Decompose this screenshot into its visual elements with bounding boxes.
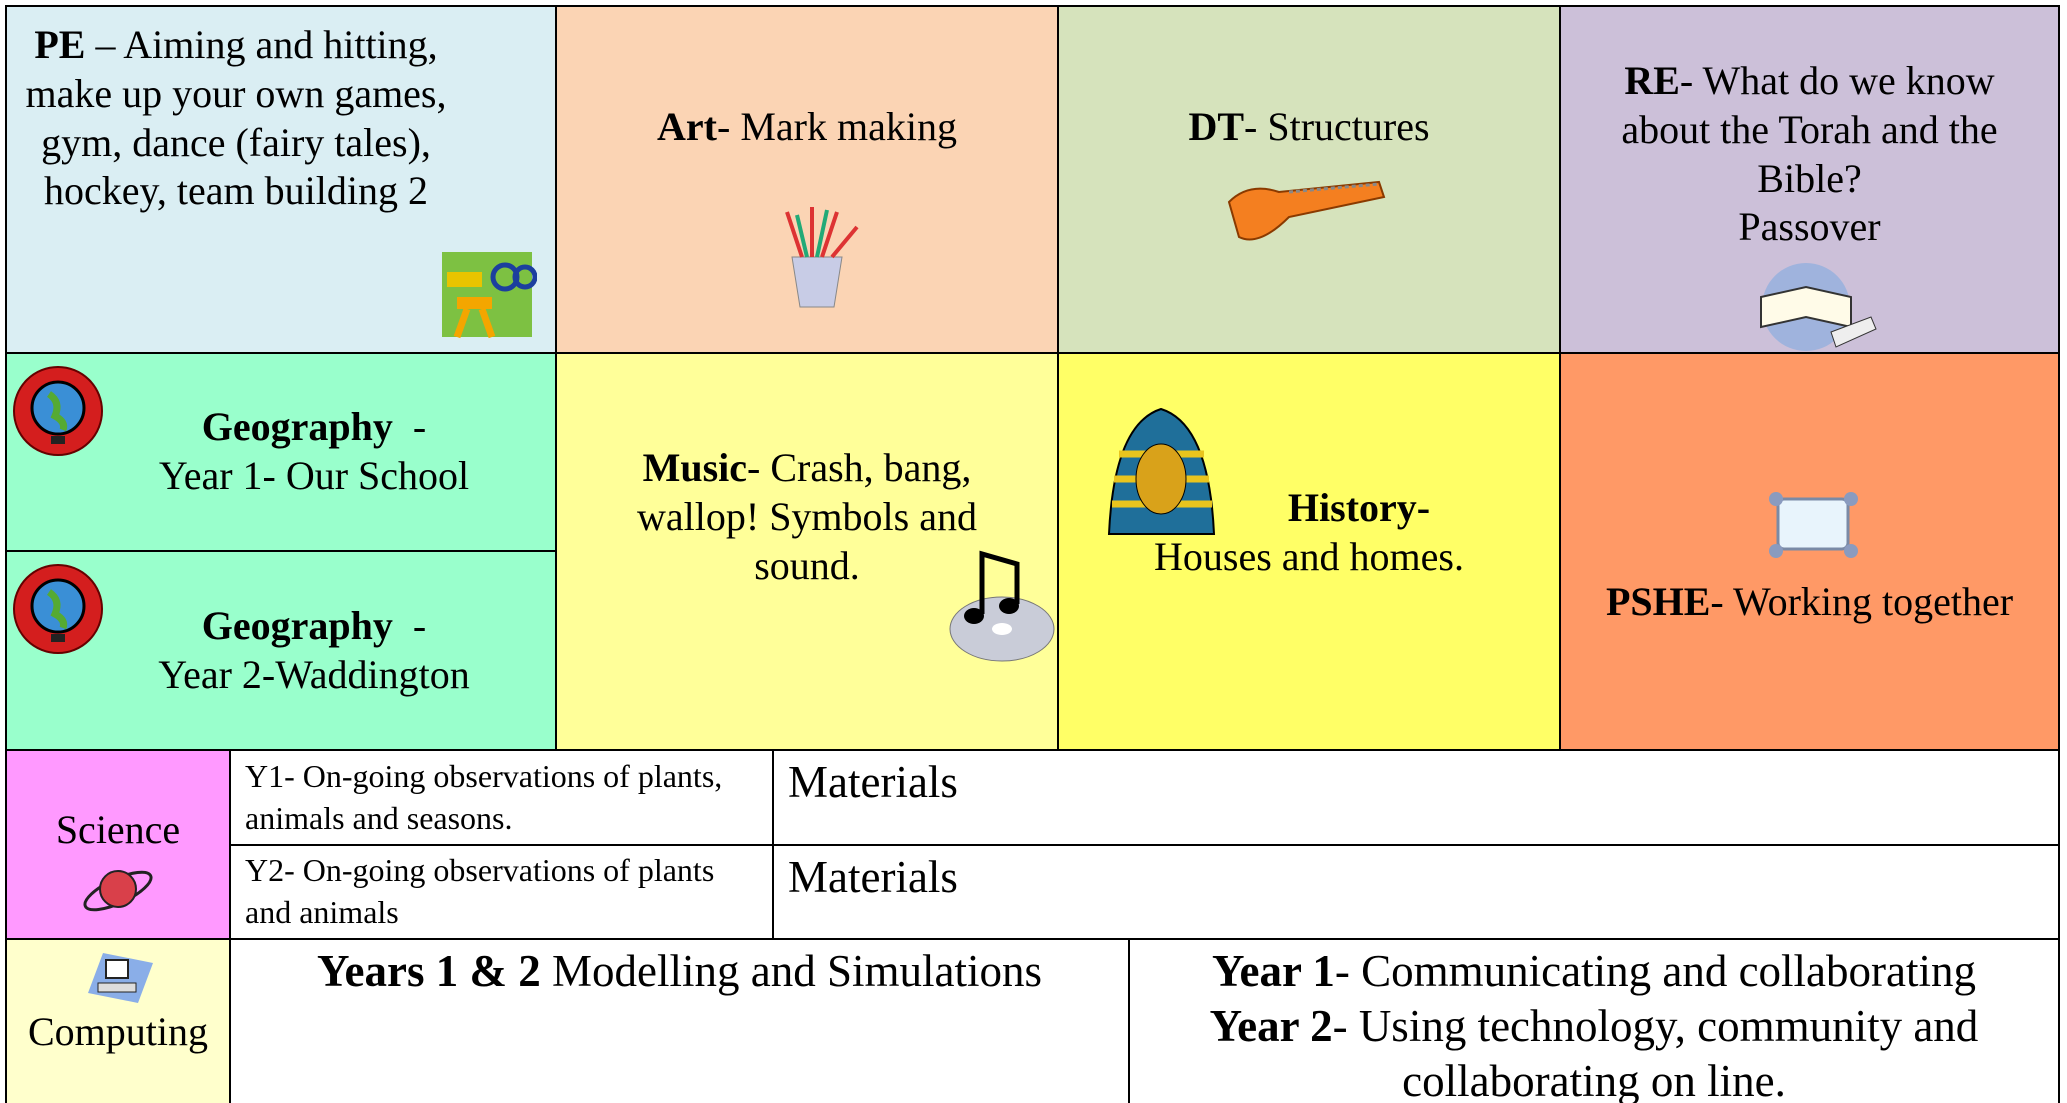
banner-icon [1769, 492, 1858, 558]
geography-title: Geography - [202, 602, 426, 651]
art-text: Art- Mark making [657, 103, 957, 152]
music-cd-icon [949, 550, 1055, 662]
science-label-cell: Science [5, 749, 231, 940]
subject: PSHE [1605, 579, 1711, 625]
geography-y2-cell: Geography - Year 2-Waddington [5, 550, 557, 751]
topic: - Mark making [717, 104, 957, 149]
subject: Geography [201, 602, 393, 648]
computing-right: Year 1- Communicating and collaborating [1212, 944, 1976, 999]
topic: - Crash, bang, wallop! Symbols and sound… [637, 445, 977, 588]
science-unit-cell: Materials [772, 749, 2060, 846]
geography-title: Geography - [202, 403, 426, 452]
music-text: Music- Crash, bang, wallop! Symbols and … [617, 444, 997, 590]
topic-extra: Passover [1738, 204, 1881, 250]
pshe-text: PSHE- Working together [1606, 578, 2013, 627]
saw-icon [1227, 180, 1386, 241]
computing-label-cell: Computing [5, 938, 231, 1103]
dt-cell: DT- Structures [1057, 5, 1561, 354]
art-cell: Art- Mark making [555, 5, 1059, 354]
subject: DT [1188, 104, 1245, 149]
topic: – Aiming and hitting, make up your own g… [25, 22, 447, 214]
subject: Geography [201, 404, 393, 450]
geography-y1-cell: Geography - Year 1- Our School [5, 352, 557, 552]
science-topic: Y2- On-going observations of plants and … [245, 852, 715, 930]
planet-icon [83, 869, 153, 911]
computing-left: Years 1 & 2 Modelling and Simulations [317, 944, 1042, 999]
science-unit: Materials [788, 852, 958, 902]
topic: Houses and homes. [1154, 533, 1464, 579]
science-unit: Materials [788, 757, 958, 807]
re-text: RE- What do we know about the Torah and … [1575, 57, 2044, 203]
pharaoh-icon [1107, 407, 1216, 535]
pe-cell: PE – Aiming and hitting, make up your ow… [5, 5, 557, 354]
years: Year 2 [1209, 1000, 1333, 1051]
topic: - Communicating and collaborating [1334, 946, 1976, 996]
computing-left-cell: Years 1 & 2 Modelling and Simulations [229, 938, 1130, 1103]
pshe-cell: PSHE- Working together [1559, 352, 2060, 751]
dash: - [412, 602, 427, 648]
subject: Music [642, 445, 748, 490]
science-topic-cell: Y1- On-going observations of plants, ani… [229, 749, 774, 846]
subject: Art [657, 104, 717, 149]
subject: History- [1287, 485, 1431, 530]
computer-icon [88, 953, 153, 1003]
history-text: History- Houses and homes. [1154, 484, 1464, 582]
re-cell: RE- What do we know about the Torah and … [1559, 5, 2060, 354]
pe-text: PE – Aiming and hitting, make up your ow… [16, 21, 456, 216]
book-icon [1760, 263, 1877, 351]
dash: - [412, 404, 427, 450]
science-unit-cell: Materials [772, 844, 2060, 940]
globe-icon [13, 564, 103, 654]
computing-label: Computing [27, 1009, 209, 1054]
topic: - Working together [1710, 579, 2014, 625]
topic: - Using technology, community and collab… [1332, 1000, 1979, 1103]
topic: Modelling and Simulations [540, 946, 1042, 996]
science-topic: Y1- On-going observations of plants, ani… [245, 757, 723, 836]
years: Years 1 & 2 [317, 946, 541, 996]
computing-right-cell: Year 1- Communicating and collaborating Y… [1128, 938, 2060, 1103]
computing-right: Year 2- Using technology, community and … [1144, 999, 2044, 1103]
science-topic-cell: Y2- On-going observations of plants and … [229, 844, 774, 940]
pencils-icon [785, 207, 859, 308]
subject: RE [1624, 58, 1680, 103]
topic: Year 2-Waddington [158, 651, 470, 697]
years: Year 1 [1211, 946, 1335, 996]
topic: - What do we know about the Torah and th… [1621, 58, 1998, 201]
topic: - Structures [1244, 104, 1430, 149]
history-cell: History- Houses and homes. [1057, 352, 1561, 751]
dt-text: DT- Structures [1188, 103, 1429, 152]
music-cell: Music- Crash, bang, wallop! Symbols and … [555, 352, 1059, 751]
gym-icon [442, 252, 537, 339]
science-label: Science [55, 807, 181, 852]
topic: Year 1- Our School [158, 453, 470, 498]
subject: PE [34, 22, 86, 67]
globe-icon [13, 366, 103, 456]
